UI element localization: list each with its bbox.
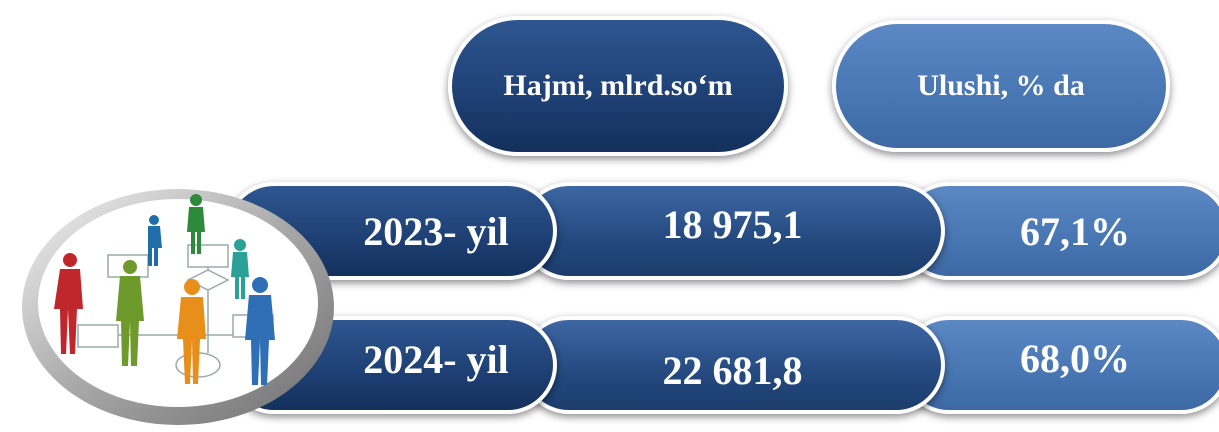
people-illustration: [18, 185, 338, 430]
share-cell: 68,0%: [900, 316, 1219, 414]
header-text: Ulushi, % da: [917, 69, 1085, 103]
cell-text: 18 975,1: [663, 201, 803, 248]
infographic: Hajmi, mlrd.so‘m Ulushi, % da 67,1% 18 9…: [0, 0, 1219, 432]
volume-cell: 22 681,8: [520, 316, 945, 414]
cell-text: 2023- yil: [363, 208, 509, 255]
header-volume: Hajmi, mlrd.so‘m: [448, 16, 788, 156]
cell-text: 68,0%: [1020, 335, 1130, 382]
cell-text: 2024- yil: [363, 336, 509, 383]
cell-text: 67,1%: [1020, 208, 1130, 255]
share-cell: 67,1%: [900, 182, 1219, 280]
cell-text: 22 681,8: [663, 347, 803, 394]
volume-cell: 18 975,1: [520, 182, 945, 280]
header-share: Ulushi, % da: [832, 20, 1170, 152]
header-text: Hajmi, mlrd.so‘m: [503, 69, 732, 103]
